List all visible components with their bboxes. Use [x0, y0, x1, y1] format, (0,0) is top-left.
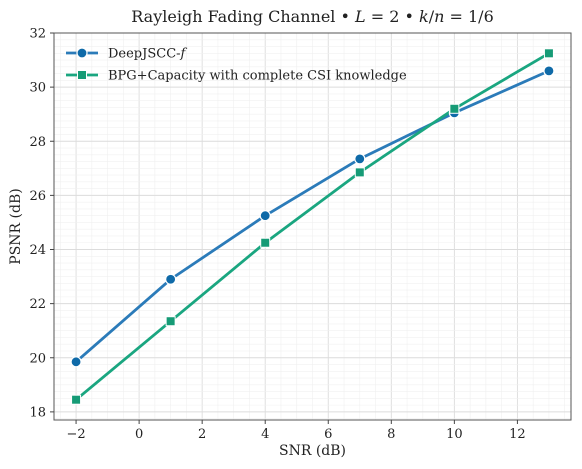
- y-tick-label: 18: [29, 405, 46, 420]
- y-tick-label: 26: [29, 189, 46, 204]
- x-tick-label: 10: [446, 427, 463, 442]
- y-tick-label: 24: [29, 243, 46, 258]
- legend-label-bpg: BPG+Capacity with complete CSI knowledge: [108, 69, 407, 84]
- y-tick-label: 20: [29, 351, 46, 366]
- data-point-deepjscc: [543, 65, 555, 77]
- title-part-1: Rayleigh Fading Channel •: [131, 7, 355, 26]
- data-point-deepjscc: [354, 153, 366, 165]
- y-tick-label: 22: [29, 297, 46, 312]
- title-part-k: k: [419, 7, 429, 26]
- plot-frame: [53, 32, 572, 421]
- series-line-deepjscc: [74, 69, 551, 364]
- x-tick-label: −2: [66, 427, 85, 442]
- series-line-bpg: [74, 51, 551, 402]
- legend-item-deepjscc: DeepJSCC-f: [66, 47, 188, 62]
- x-tick-label: 8: [387, 427, 395, 442]
- data-point-deepjscc: [259, 210, 271, 222]
- chart-title: Rayleigh Fading Channel • L = 2 • k/n = …: [131, 7, 494, 26]
- title-part-L: L: [354, 7, 366, 26]
- data-point-bpg: [71, 394, 82, 405]
- legend-label-deepjscc: DeepJSCC-f: [108, 47, 188, 62]
- grid: [54, 32, 571, 420]
- x-tick-label: 2: [198, 427, 206, 442]
- title-part-3: = 1/6: [444, 7, 493, 26]
- y-tick-label: 30: [29, 81, 46, 96]
- data-point-deepjscc: [70, 356, 82, 368]
- legend-marker-deepjscc: [76, 47, 88, 59]
- data-point-bpg: [354, 167, 365, 178]
- legend-marker-bpg: [77, 70, 87, 80]
- legend-item-bpg: BPG+Capacity with complete CSI knowledge: [66, 69, 407, 84]
- legend: DeepJSCC-f BPG+Capacity with complete CS…: [66, 47, 407, 84]
- x-tick-label: 0: [135, 427, 143, 442]
- title-part-slash: /: [429, 7, 435, 26]
- title-part-2: = 2 •: [366, 7, 419, 26]
- data-point-bpg: [449, 103, 460, 114]
- x-tick-label: 4: [261, 427, 269, 442]
- y-tick-label: 28: [29, 135, 46, 150]
- x-tick-label: 6: [324, 427, 332, 442]
- title-part-n: n: [434, 7, 444, 26]
- data-point-deepjscc: [165, 273, 177, 285]
- x-axis-label: SNR (dB): [279, 443, 346, 459]
- data-point-bpg: [260, 237, 271, 248]
- data-point-bpg: [543, 48, 554, 59]
- x-tick-label: 12: [509, 427, 526, 442]
- data-point-bpg: [165, 316, 176, 327]
- y-tick-label: 32: [29, 27, 46, 42]
- series-layer: [70, 48, 555, 405]
- y-axis-label: PSNR (dB): [8, 188, 24, 264]
